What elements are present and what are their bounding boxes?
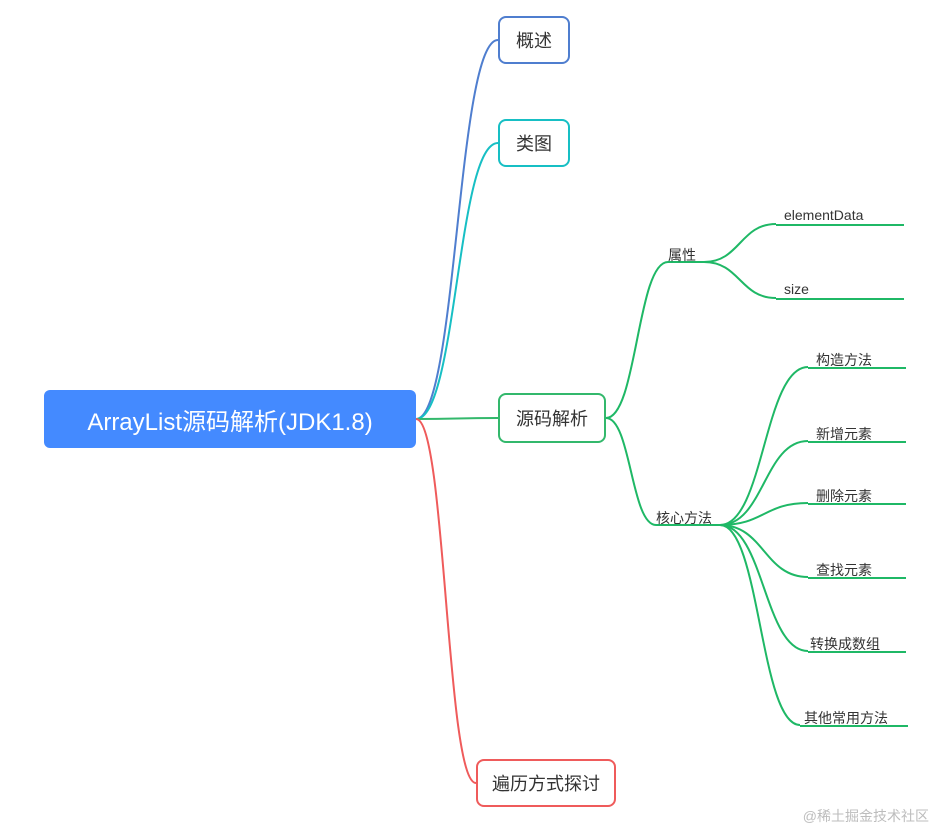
root-node[interactable]: ArrayList源码解析(JDK1.8) — [44, 390, 416, 448]
leaf-underline — [808, 651, 906, 653]
leaf-underline — [808, 577, 906, 579]
leaf-node[interactable]: elementData — [784, 207, 863, 223]
leaf-underline — [808, 441, 906, 443]
leaf-underline — [800, 725, 908, 727]
branch-node[interactable]: 类图 — [498, 119, 570, 167]
leaf-underline — [808, 367, 906, 369]
leaf-underline — [776, 224, 904, 226]
branch-node[interactable]: 遍历方式探讨 — [476, 759, 616, 807]
sub-node[interactable]: 核心方法 — [656, 508, 712, 528]
mindmap-canvas: ArrayList源码解析(JDK1.8) 概述类图源码解析遍历方式探讨 属性核… — [0, 0, 941, 836]
branch-node[interactable]: 概述 — [498, 16, 570, 64]
watermark: @稀土掘金技术社区 — [803, 806, 929, 826]
leaf-underline — [776, 298, 904, 300]
leaf-underline — [808, 503, 906, 505]
branch-node[interactable]: 源码解析 — [498, 393, 606, 443]
sub-node[interactable]: 属性 — [668, 245, 696, 265]
leaf-node[interactable]: size — [784, 281, 809, 297]
